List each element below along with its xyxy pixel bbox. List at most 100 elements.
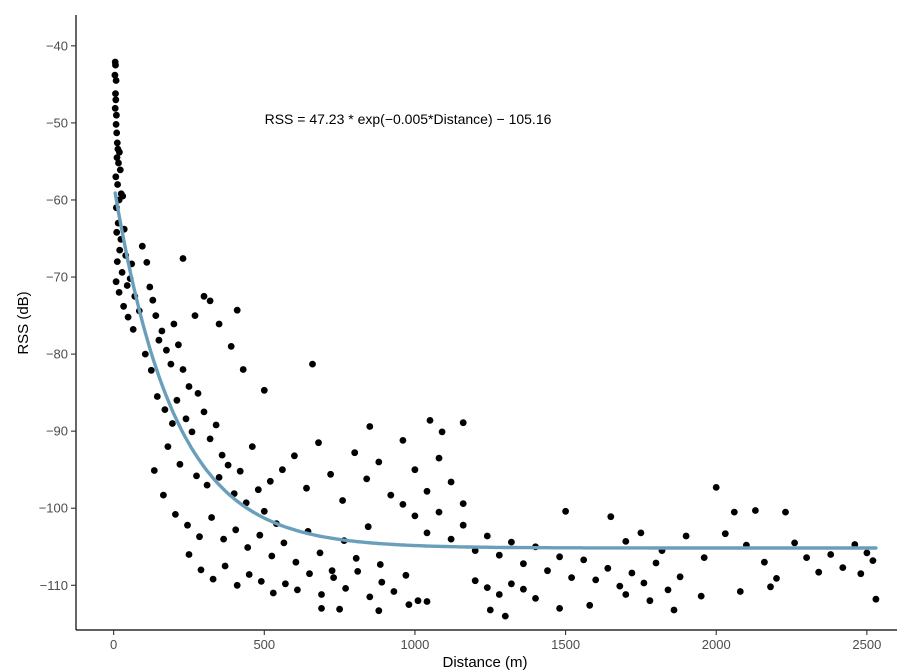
data-point [152, 312, 160, 319]
data-point [233, 581, 241, 589]
data-point [411, 512, 419, 520]
x-tick-label: 2000 [702, 637, 731, 652]
data-point [628, 569, 636, 577]
data-point [721, 530, 729, 538]
data-point [501, 612, 509, 620]
data-point [111, 71, 119, 79]
data-point [318, 605, 325, 612]
data-point [112, 278, 120, 286]
x-tick-label: 2500 [852, 637, 881, 652]
data-point [402, 571, 410, 579]
data-point [200, 292, 208, 300]
data-point [435, 454, 443, 462]
data-point [363, 475, 371, 483]
data-point [112, 61, 119, 69]
data-point [303, 484, 310, 492]
data-point [851, 541, 859, 548]
data-point [761, 558, 768, 566]
data-point [592, 576, 600, 584]
data-point [116, 246, 124, 254]
data-point [438, 428, 446, 436]
y-tick-label: −70 [46, 270, 68, 285]
data-point [328, 567, 336, 575]
data-point [622, 538, 630, 545]
plot-marks [111, 58, 880, 620]
data-point [200, 408, 208, 416]
data-point [185, 383, 193, 390]
data-point [112, 96, 120, 104]
data-point [423, 598, 431, 605]
data-point [138, 242, 146, 250]
data-point [364, 523, 372, 531]
data-point [161, 406, 169, 413]
data-point [113, 258, 121, 265]
data-point [471, 577, 479, 585]
y-tick-label: −90 [46, 424, 68, 439]
data-point [123, 282, 131, 289]
data-point [447, 535, 455, 543]
data-point [227, 343, 235, 350]
data-point [616, 582, 624, 590]
data-point [294, 586, 301, 594]
data-point [218, 451, 226, 459]
y-tick-label: −40 [46, 38, 68, 53]
data-point [179, 255, 187, 262]
data-point [208, 514, 216, 521]
data-point [863, 549, 871, 557]
data-point [124, 313, 132, 321]
data-point [376, 561, 384, 568]
data-point [194, 390, 202, 397]
data-point [169, 420, 176, 427]
data-point [160, 491, 167, 499]
data-point [150, 467, 158, 474]
x-tick-label: 500 [253, 637, 275, 652]
data-point [114, 181, 121, 188]
data-point [266, 477, 274, 485]
data-point [155, 336, 163, 344]
data-point [260, 386, 268, 394]
data-point [604, 564, 612, 572]
data-point [120, 302, 127, 310]
data-point [556, 605, 563, 612]
data-point [309, 360, 316, 368]
data-point [206, 435, 214, 443]
data-point [260, 507, 268, 515]
data-point [316, 549, 324, 557]
data-point [697, 592, 705, 600]
data-point [184, 521, 191, 529]
data-point [640, 579, 648, 587]
data-point [147, 366, 155, 374]
data-point [580, 556, 588, 564]
data-point [254, 486, 262, 494]
data-point [315, 439, 322, 447]
data-point [224, 461, 232, 469]
data-point [375, 458, 383, 466]
data-point [129, 326, 137, 333]
data-point [158, 327, 166, 335]
data-point [872, 595, 880, 603]
y-tick-label: −50 [46, 115, 68, 130]
data-point [637, 529, 645, 537]
data-point [191, 312, 199, 319]
x-axis-ticks: 0 500 1000 1500 2000 2500 [110, 630, 881, 652]
data-point [378, 578, 386, 586]
data-point [232, 526, 240, 534]
data-point [336, 605, 343, 613]
data-point [256, 531, 264, 539]
data-point [112, 121, 120, 128]
data-point [113, 129, 121, 137]
data-point [459, 500, 467, 507]
data-point [209, 575, 217, 583]
data-point [607, 513, 615, 521]
data-point [215, 320, 223, 328]
data-point [773, 575, 780, 582]
data-point [113, 139, 121, 147]
data-point [245, 571, 253, 578]
data-point [712, 484, 720, 491]
data-point [435, 508, 443, 516]
data-point [791, 539, 798, 547]
data-point [869, 557, 877, 564]
data-point [664, 586, 672, 594]
x-tick-label: 0 [110, 637, 117, 652]
